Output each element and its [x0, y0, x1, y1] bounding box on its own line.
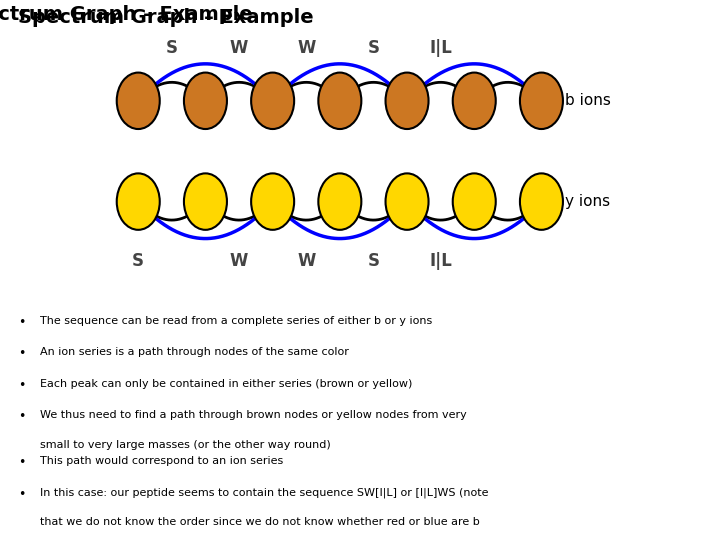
Text: that we do not know the order since we do not know whether red or blue are b: that we do not know the order since we d… — [40, 517, 480, 528]
Ellipse shape — [385, 173, 428, 230]
Text: The sequence can be read from a complete series of either b or y ions: The sequence can be read from a complete… — [40, 316, 432, 326]
Ellipse shape — [117, 173, 160, 230]
Text: W: W — [230, 252, 248, 270]
Text: An ion series is a path through nodes of the same color: An ion series is a path through nodes of… — [40, 347, 348, 357]
Text: Each peak can only be contained in either series (brown or yellow): Each peak can only be contained in eithe… — [40, 379, 412, 389]
Text: W: W — [297, 252, 315, 270]
Text: W: W — [297, 39, 315, 57]
Ellipse shape — [520, 72, 563, 129]
Text: b ions: b ions — [565, 93, 611, 109]
Text: S: S — [367, 252, 379, 270]
Text: y ions: y ions — [565, 194, 610, 209]
Ellipse shape — [520, 173, 563, 230]
Ellipse shape — [385, 72, 428, 129]
Text: We thus need to find a path through brown nodes or yellow nodes from very: We thus need to find a path through brow… — [40, 410, 467, 420]
Text: Spectrum Graph – Example: Spectrum Graph – Example — [18, 8, 314, 27]
Text: I|L: I|L — [429, 39, 452, 57]
Ellipse shape — [318, 72, 361, 129]
Text: Spectrum Graph – Example: Spectrum Graph – Example — [0, 5, 253, 24]
Text: •: • — [18, 347, 25, 360]
Ellipse shape — [318, 173, 361, 230]
Text: •: • — [18, 410, 25, 423]
Ellipse shape — [453, 72, 496, 129]
Text: small to very large masses (or the other way round): small to very large masses (or the other… — [40, 440, 330, 450]
Ellipse shape — [184, 72, 227, 129]
Ellipse shape — [251, 173, 294, 230]
Text: W: W — [230, 39, 248, 57]
Ellipse shape — [453, 173, 496, 230]
Text: S: S — [166, 39, 178, 57]
Text: S: S — [367, 39, 379, 57]
Text: In this case: our peptide seems to contain the sequence SW[I|L] or [I|L]WS (note: In this case: our peptide seems to conta… — [40, 488, 488, 498]
Text: •: • — [18, 316, 25, 329]
Text: •: • — [18, 488, 25, 501]
Ellipse shape — [251, 72, 294, 129]
Ellipse shape — [117, 72, 160, 129]
Text: This path would correspond to an ion series: This path would correspond to an ion ser… — [40, 456, 283, 467]
Ellipse shape — [184, 173, 227, 230]
Text: •: • — [18, 456, 25, 469]
Text: S: S — [132, 252, 144, 270]
Text: I|L: I|L — [429, 252, 452, 270]
Text: •: • — [18, 379, 25, 392]
